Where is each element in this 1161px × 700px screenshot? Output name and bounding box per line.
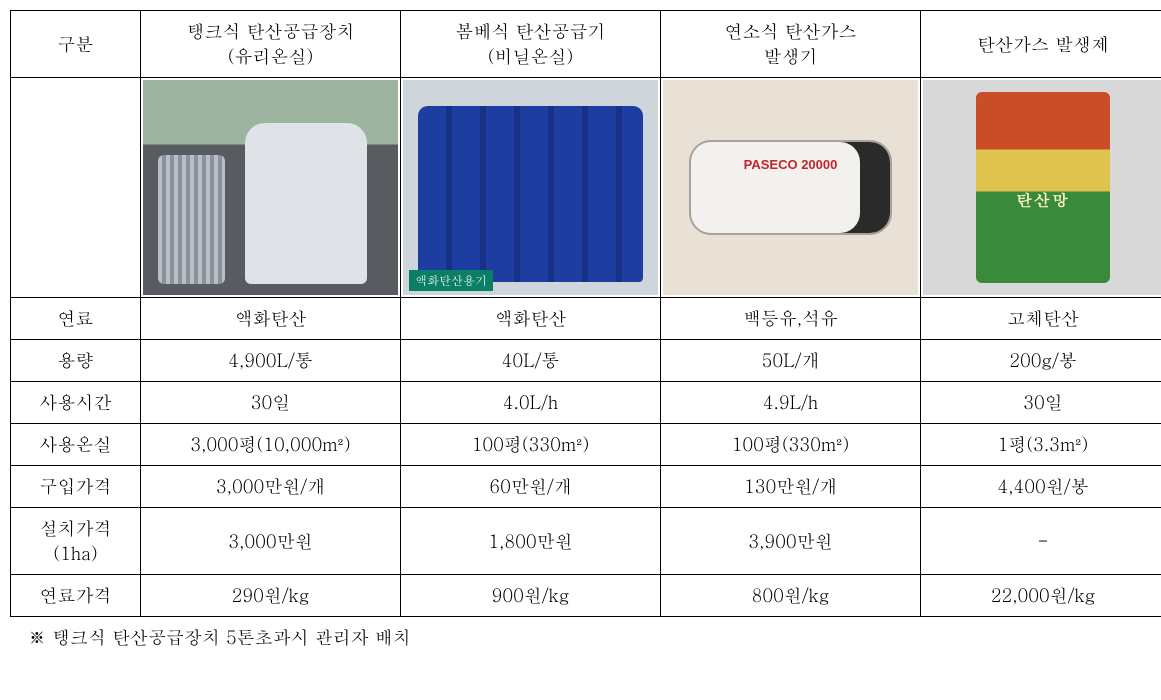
cell: - [921,508,1161,575]
cell: 4,900L/통 [141,340,401,382]
image-cell-pouch [921,78,1161,298]
cell: 고체탄산 [921,298,1161,340]
header-col4: 탄산가스 발생제 [921,11,1161,78]
table-header-row: 구분 탱크식 탄산공급장치(유리온실) 봄베식 탄산공급기(비닐온실) 연소식 … [11,11,1161,78]
cell: 백등유,석유 [661,298,921,340]
cell: 3,000만원 [141,508,401,575]
heater-photo-icon [663,80,918,295]
cell: 50L/개 [661,340,921,382]
header-rowlabel: 구분 [11,11,141,78]
table-row: 사용시간 30일 4.0L/h 4.9L/h 30일 [11,382,1161,424]
cell: 3,900만원 [661,508,921,575]
image-cell-heater [661,78,921,298]
cell: 100평(330m²) [661,424,921,466]
row-label-capacity: 용량 [11,340,141,382]
cell: 100평(330m²) [401,424,661,466]
cell: 3,000만원/개 [141,466,401,508]
image-cell-tank [141,78,401,298]
row-label-price: 구입가격 [11,466,141,508]
cell: 60만원/개 [401,466,661,508]
cell: 액화탄산 [141,298,401,340]
row-label-fuel: 연료 [11,298,141,340]
table-row: 연료가격 290원/kg 900원/kg 800원/kg 22,000원/kg [11,575,1161,617]
table-image-row [11,78,1161,298]
cell: 200g/봉 [921,340,1161,382]
cell: 1평(3.3m²) [921,424,1161,466]
cell: 40L/통 [401,340,661,382]
table-row: 구입가격 3,000만원/개 60만원/개 130만원/개 4,400원/봉 [11,466,1161,508]
header-col3: 연소식 탄산가스발생기 [661,11,921,78]
cell: 액화탄산 [401,298,661,340]
cell: 290원/kg [141,575,401,617]
row-label-area: 사용온실 [11,424,141,466]
cylinder-photo-icon [403,80,658,295]
row-label-fuelcost: 연료가격 [11,575,141,617]
table-row: 용량 4,900L/통 40L/통 50L/개 200g/봉 [11,340,1161,382]
image-row-label [11,78,141,298]
row-label-install: 설치가격(1ha) [11,508,141,575]
header-col1: 탱크식 탄산공급장치(유리온실) [141,11,401,78]
pouch-photo-icon [923,80,1161,295]
cell: 800원/kg [661,575,921,617]
cell: 900원/kg [401,575,661,617]
cell: 30일 [141,382,401,424]
cell: 1,800만원 [401,508,661,575]
cell: 130만원/개 [661,466,921,508]
image-cell-cylinders [401,78,661,298]
cell: 22,000원/kg [921,575,1161,617]
cell: 3,000평(10,000m²) [141,424,401,466]
table-row: 연료 액화탄산 액화탄산 백등유,석유 고체탄산 [11,298,1161,340]
cell: 4,400원/봉 [921,466,1161,508]
row-label-usetime: 사용시간 [11,382,141,424]
table-row: 설치가격(1ha) 3,000만원 1,800만원 3,900만원 - [11,508,1161,575]
cell: 4.9L/h [661,382,921,424]
header-col2: 봄베식 탄산공급기(비닐온실) [401,11,661,78]
table-footnote: ※ 탱크식 탄산공급장치 5톤초과시 관리자 배치 [10,617,1151,650]
cell: 4.0L/h [401,382,661,424]
table-row: 사용온실 3,000평(10,000m²) 100평(330m²) 100평(3… [11,424,1161,466]
co2-supply-comparison-table: 구분 탱크식 탄산공급장치(유리온실) 봄베식 탄산공급기(비닐온실) 연소식 … [10,10,1161,617]
cell: 30일 [921,382,1161,424]
tank-photo-icon [143,80,398,295]
